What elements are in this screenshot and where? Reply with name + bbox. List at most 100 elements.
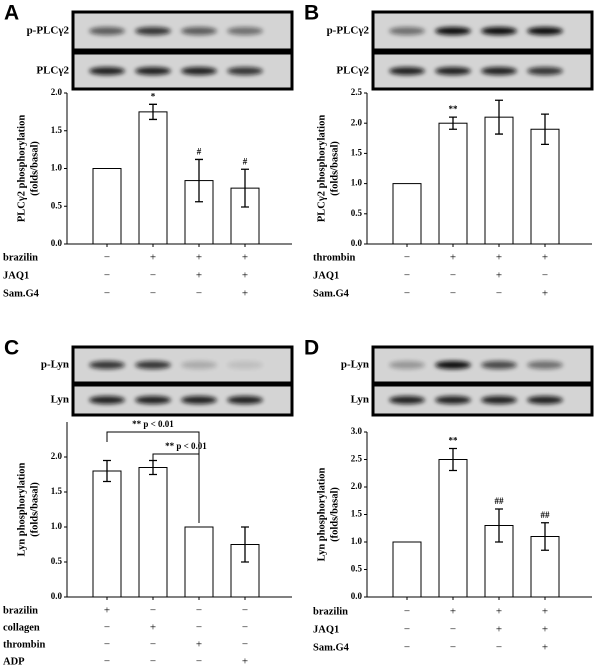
treatment-sign: − xyxy=(242,622,248,634)
blot-label: PLCγ2 xyxy=(36,65,69,77)
y-axis-label: Lyn phosphorylation xyxy=(16,463,27,557)
blot-band xyxy=(389,67,425,75)
significance-label: ** xyxy=(449,436,459,446)
y-axis-label: (folds/basal) xyxy=(29,141,40,196)
y-axis-label: PLCγ2 phosphorylation xyxy=(316,115,327,222)
treatment-sign: + xyxy=(496,606,502,618)
blot-band xyxy=(227,361,263,369)
y-tick-label: 0.5 xyxy=(51,200,63,210)
treatment-label: JAQ1 xyxy=(3,270,29,281)
blot-band xyxy=(135,67,171,75)
blot-band xyxy=(181,361,217,369)
treatment-sign: − xyxy=(450,642,456,654)
blot-band xyxy=(527,361,563,369)
blot-band xyxy=(227,396,263,404)
blot-band xyxy=(435,27,471,35)
y-tick-label: 0.5 xyxy=(351,208,363,218)
comparison-label: ** p < 0.01 xyxy=(165,441,207,451)
blot-band xyxy=(89,67,125,75)
y-axis-label: PLCγ2 phosphorylation xyxy=(16,115,27,222)
panel-label: D xyxy=(304,337,319,360)
treatment-label: collagen xyxy=(3,622,40,633)
treatment-sign: + xyxy=(496,624,502,636)
significance-label: ** xyxy=(449,104,459,114)
treatment-sign: + xyxy=(542,624,548,636)
error-bar xyxy=(241,526,249,563)
y-tick-label: 2.0 xyxy=(351,481,363,491)
treatment-sign: + xyxy=(496,252,502,264)
treatment-sign: − xyxy=(496,642,502,654)
blot-band xyxy=(135,27,171,35)
error-bar xyxy=(195,158,203,203)
bar xyxy=(392,541,422,598)
error-bar xyxy=(495,99,503,135)
blot-band xyxy=(435,361,471,369)
y-tick-label: 2.5 xyxy=(351,87,363,97)
error-bar xyxy=(449,447,457,472)
bar xyxy=(92,168,122,245)
bar xyxy=(392,183,422,245)
treatment-sign: − xyxy=(404,252,410,264)
blot-label: p-Lyn xyxy=(341,359,369,371)
treatment-label: thrombin xyxy=(3,639,46,650)
y-tick-label: 0.0 xyxy=(351,591,363,601)
blot-band xyxy=(181,27,217,35)
treatment-sign: − xyxy=(242,605,248,617)
blot-label: Lyn xyxy=(351,394,369,406)
treatment-label: ADP xyxy=(3,656,25,667)
y-tick-label: 2.0 xyxy=(51,87,63,97)
blot-band xyxy=(389,396,425,404)
y-tick-label: 1.0 xyxy=(51,163,63,173)
treatment-sign: − xyxy=(404,606,410,618)
error-bar xyxy=(495,508,503,543)
treatment-label: JAQ1 xyxy=(313,270,339,281)
treatment-sign: − xyxy=(150,605,156,617)
y-axis-label: (folds/basal) xyxy=(329,487,340,542)
y-tick-label: 0.5 xyxy=(51,556,63,566)
blot-band xyxy=(481,396,517,404)
treatment-sign: + xyxy=(542,642,548,654)
y-tick-label: 1.5 xyxy=(351,509,363,519)
blot-label: p-PLCγ2 xyxy=(27,25,70,37)
treatment-sign: + xyxy=(496,270,502,282)
blot-label: Lyn xyxy=(51,394,69,406)
treatment-sign: + xyxy=(196,639,202,651)
blot-band xyxy=(181,67,217,75)
treatment-sign: + xyxy=(196,270,202,282)
treatment-sign: − xyxy=(450,270,456,282)
bar xyxy=(438,122,468,245)
blot-band xyxy=(527,67,563,75)
blot-band xyxy=(527,396,563,404)
y-tick-label: 1.5 xyxy=(351,147,363,157)
comparison-label: ** p < 0.01 xyxy=(132,419,174,429)
treatment-label: brazilin xyxy=(3,605,38,616)
error-bar xyxy=(541,522,549,551)
bar xyxy=(92,470,122,598)
blot-band xyxy=(527,27,563,35)
significance-label: ## xyxy=(541,510,551,520)
treatment-label: Sam.G4 xyxy=(313,642,350,653)
treatment-sign: + xyxy=(242,288,248,300)
treatment-label: brazilin xyxy=(313,606,348,617)
significance-label: ## xyxy=(495,496,505,506)
treatment-sign: + xyxy=(542,252,548,264)
treatment-sign: − xyxy=(542,270,548,282)
significance-label: # xyxy=(197,147,202,157)
treatment-sign: + xyxy=(104,605,110,617)
treatment-sign: + xyxy=(242,252,248,264)
treatment-sign: + xyxy=(242,656,248,668)
treatment-sign: − xyxy=(104,288,110,300)
y-tick-label: 2.5 xyxy=(351,454,363,464)
y-tick-label: 1.0 xyxy=(351,178,363,188)
y-axis-label: Lyn phosphorylation xyxy=(316,468,327,562)
treatment-sign: − xyxy=(242,639,248,651)
blot-band xyxy=(135,361,171,369)
treatment-sign: + xyxy=(150,622,156,634)
blot-band xyxy=(135,396,171,404)
treatment-sign: − xyxy=(404,642,410,654)
y-tick-label: 3.0 xyxy=(351,426,363,436)
treatment-sign: + xyxy=(542,606,548,618)
treatment-label: Sam.G4 xyxy=(3,288,40,299)
treatment-sign: + xyxy=(242,270,248,282)
